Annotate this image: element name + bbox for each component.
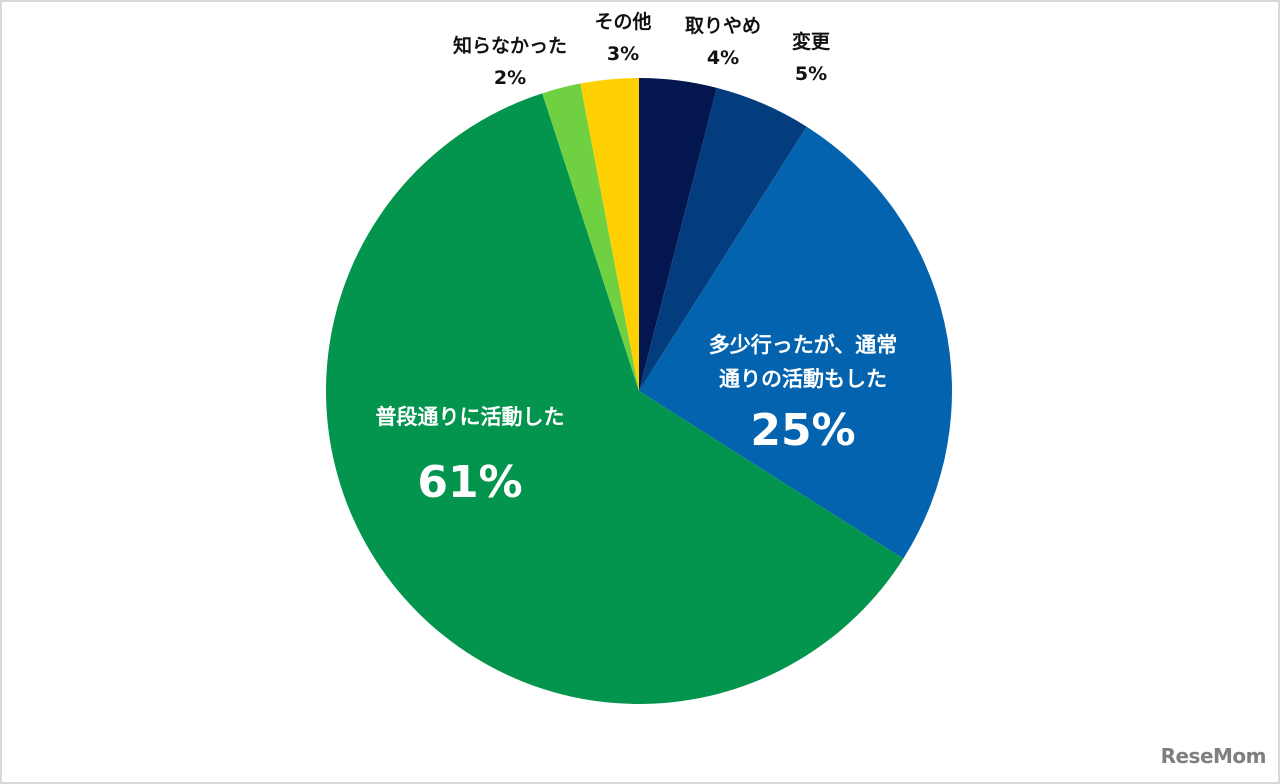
slice-label-pct: 61% — [417, 457, 523, 508]
pie-slice — [639, 78, 717, 391]
label-fudan: 普段通りに活動した 61% — [335, 400, 605, 508]
label-tashou: 多少行ったが、通常 通りの活動もした 25% — [668, 328, 938, 456]
pie-slice — [580, 78, 639, 391]
pie-slice — [326, 93, 904, 704]
label-henkou: 変更 5% — [776, 30, 846, 86]
pie-slice — [542, 83, 639, 391]
label-torikyame: 取りやめ 4% — [668, 14, 778, 70]
pie-slice — [639, 126, 952, 559]
label-shiranakatta: 知らなかった 2% — [430, 34, 590, 90]
slice-label-pct: 25% — [750, 405, 856, 456]
slice-label-pct: 2% — [493, 67, 527, 89]
slice-label-name: 普段通りに活動した — [375, 405, 565, 429]
slice-label-name: 取りやめ — [684, 15, 761, 37]
slice-label-pct: 5% — [794, 63, 828, 85]
pie-slice — [639, 87, 807, 392]
slice-label-name: その他 — [594, 11, 652, 33]
slice-label-line1: 多少行ったが、通常 — [708, 333, 898, 357]
slice-label-line2: 通りの活動もした — [719, 367, 887, 391]
resemom-logo: ReseMom — [1160, 744, 1267, 768]
slice-label-pct: 4% — [706, 47, 740, 69]
slice-label-name: 変更 — [791, 31, 830, 53]
label-sonota: その他 3% — [578, 10, 668, 66]
slice-label-name: 知らなかった — [452, 35, 567, 57]
slice-label-pct: 3% — [606, 43, 640, 65]
